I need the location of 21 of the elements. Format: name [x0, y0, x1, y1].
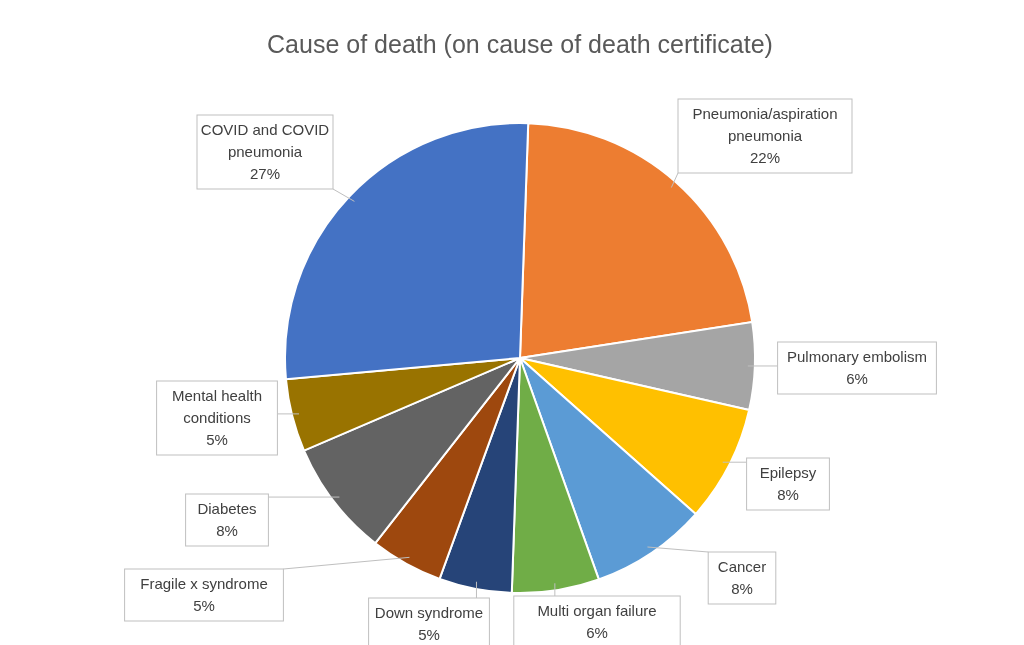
data-label: 8% — [216, 521, 238, 539]
chart-title: Cause of death (on cause of death certificate) — [267, 30, 773, 58]
data-label: 8% — [777, 485, 799, 503]
slice-label: Epilepsy — [759, 463, 817, 481]
data-label: 5% — [206, 430, 228, 448]
slice-label: Pulmonary embolism — [786, 347, 928, 365]
slice-label: Diabetes — [197, 499, 257, 517]
slice-label: COVID and COVID pneumonia — [200, 120, 330, 160]
slice-label: Pneumonia/aspiration pneumonia — [692, 104, 838, 144]
data-label: 6% — [586, 623, 608, 641]
data-label: 6% — [846, 369, 868, 387]
slice-label: Multi organ failure — [537, 601, 657, 619]
data-label: 5% — [418, 625, 440, 643]
data-label: 22% — [749, 148, 781, 166]
slice-label: Mental health conditions — [171, 386, 263, 426]
data-label: 5% — [193, 596, 215, 614]
slice-label: Fragile x syndrome — [140, 574, 268, 592]
data-label: 8% — [731, 579, 753, 597]
slice-label: Cancer — [717, 557, 767, 575]
data-label: 27% — [249, 164, 281, 182]
slice-label: Down syndrome — [374, 603, 484, 621]
